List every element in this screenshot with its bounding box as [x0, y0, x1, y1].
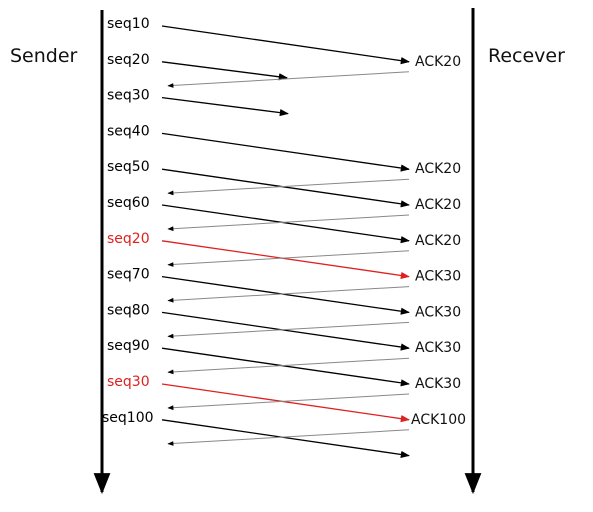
- lost-packet-arrow: [161, 96, 289, 117]
- ack-label: ACK20: [415, 197, 461, 213]
- ack-label: ACK30: [415, 269, 461, 285]
- ack-arrow: [167, 214, 410, 232]
- data-arrow: [161, 204, 410, 244]
- ack-label: ACK30: [415, 304, 461, 320]
- ack-arrow: [167, 357, 410, 375]
- ack-label: ACK30: [415, 376, 461, 392]
- data-arrow: [161, 132, 410, 172]
- data-arrow: [161, 347, 410, 387]
- seq-label: seq20: [107, 231, 150, 247]
- message-group: seq10 ACK20 seq20 seq30 seq40 ACK20 seq50 ACK20…: [102, 16, 466, 459]
- ack-arrow: [167, 321, 410, 339]
- data-arrow: [161, 168, 410, 208]
- seq-label: seq60: [107, 195, 150, 211]
- ack-label: ACK30: [415, 340, 461, 356]
- seq-label: seq30: [107, 88, 150, 104]
- seq-label: seq70: [107, 267, 150, 283]
- ack-arrow: [167, 178, 410, 196]
- seq-label: seq40: [107, 123, 150, 139]
- seq-label: seq50: [107, 159, 150, 175]
- ack-arrow: [167, 250, 410, 267]
- data-arrow: [161, 311, 410, 351]
- ack-arrow: [167, 429, 410, 446]
- ack-arrow: [167, 393, 410, 411]
- data-arrow: [161, 25, 410, 65]
- ack-arrow: [167, 71, 410, 88]
- retransmit-arrow: [161, 383, 410, 423]
- ack-label: ACK20: [415, 233, 461, 249]
- sender-label: Sender: [10, 45, 78, 67]
- seq-label: seq10: [107, 16, 150, 32]
- ack-arrow: [167, 286, 410, 303]
- seq-label: seq90: [107, 338, 150, 354]
- ack-label: ACK20: [415, 54, 461, 70]
- seq-label: seq100: [102, 410, 154, 426]
- seq-label: seq80: [107, 302, 150, 318]
- seq-label: seq20: [107, 52, 150, 68]
- seq-label: seq30: [107, 374, 150, 390]
- ack-label: ACK100: [411, 412, 466, 428]
- ack-label: ACK20: [415, 161, 461, 177]
- lost-packet-arrow: [161, 61, 288, 81]
- retransmit-arrow: [161, 240, 410, 280]
- data-arrow: [161, 275, 410, 315]
- data-arrow: [161, 419, 410, 459]
- receiver-label: Recever: [488, 45, 565, 67]
